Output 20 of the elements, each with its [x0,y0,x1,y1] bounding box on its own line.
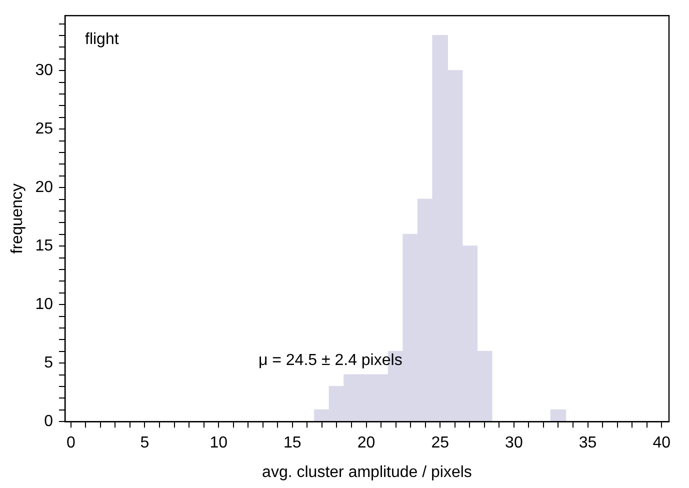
y-tick-label: 0 [44,413,54,430]
y-tick-label: 20 [35,179,54,196]
y-tick-label: 30 [35,62,54,79]
annotation: μ = 24.5 ± 2.4 pixels [258,352,402,370]
x-tick-label: 15 [284,434,302,452]
y-tick-label: 15 [35,238,54,254]
y-axis-title: frequency [9,183,26,254]
x-axis-title: avg. cluster amplitude / pixels [262,464,472,481]
x-tick-label: 0 [66,434,76,452]
y-tick-label: 5 [44,354,54,372]
x-tick-label: 10 [210,434,228,452]
x-tick-label: 40 [652,434,671,452]
annotation: flight [84,31,120,48]
x-tick-label: 5 [140,434,150,452]
x-tick-label: 30 [505,434,523,452]
y-tick-label: 10 [35,296,54,314]
x-tick-label: 20 [357,434,376,452]
x-tick-label: 35 [578,434,597,452]
y-tick-label: 25 [35,120,54,138]
x-tick-label: 25 [431,434,450,452]
